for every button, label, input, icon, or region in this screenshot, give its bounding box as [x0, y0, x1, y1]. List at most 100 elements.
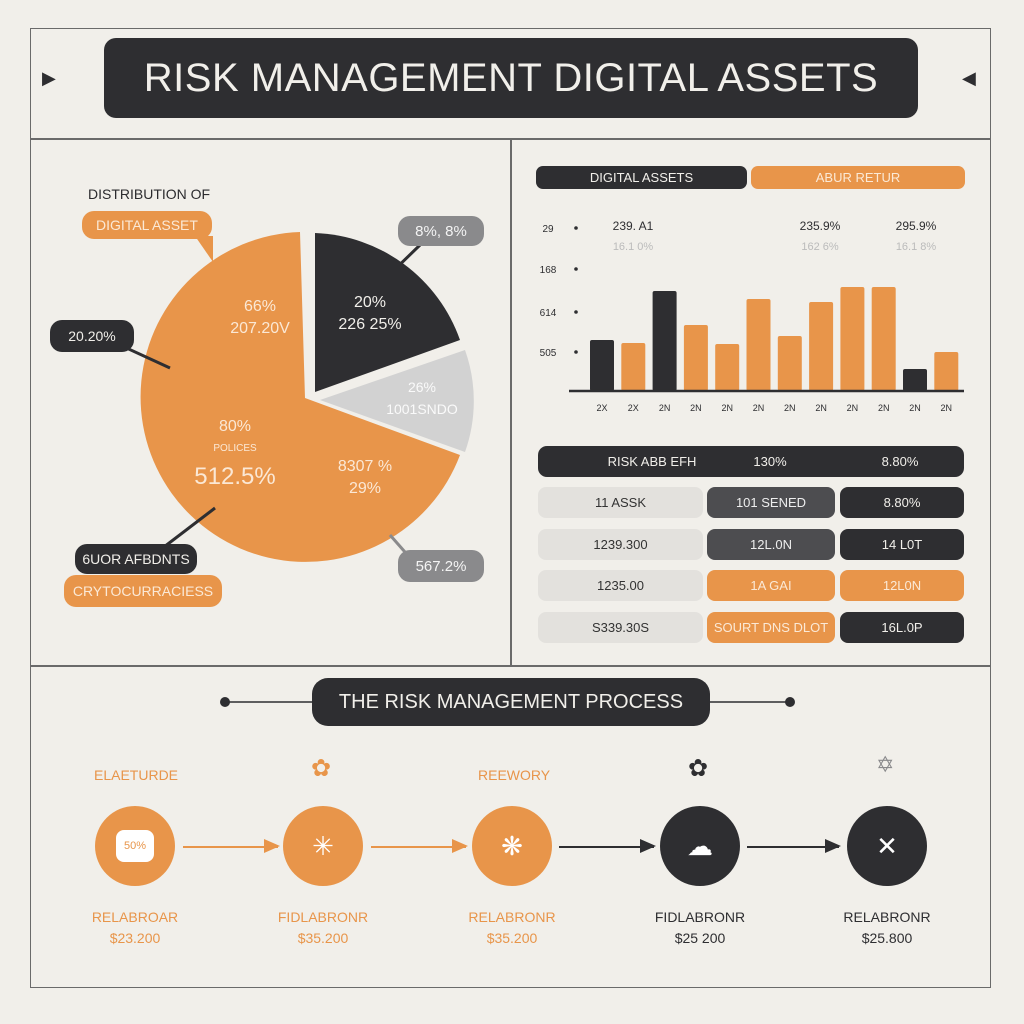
- bar-annotation: 235.9%: [800, 219, 841, 233]
- arrow-icon: [371, 840, 468, 852]
- x-tick-label: 2X: [596, 403, 607, 413]
- bar-annotation: 239. A1: [613, 219, 654, 233]
- callout-left: 20.20%: [50, 320, 134, 352]
- x-tick-label: 2N: [784, 403, 796, 413]
- table-cell: 101 SENED: [707, 487, 835, 518]
- bar-annotation: 295.9%: [896, 219, 937, 233]
- table-cell: 1239.300: [538, 528, 703, 560]
- triangle-left-icon: ◀: [962, 68, 976, 88]
- arrow-icon: [559, 840, 656, 852]
- jar-icon: 50%: [95, 806, 175, 886]
- table-cell: 16L.0P: [840, 611, 964, 643]
- pie-subheading: DIGITAL ASSET: [82, 211, 212, 239]
- process-top-label: ELAETURDE: [94, 767, 179, 783]
- step-label: RELABROAR: [91, 909, 179, 925]
- bar-annotation-sub: 16.1 8%: [896, 241, 937, 253]
- star-icon: ✡: [876, 752, 895, 777]
- x-tick-label: 2N: [690, 403, 702, 413]
- bar: [934, 352, 959, 391]
- legend-return: ABUR RETUR: [751, 166, 965, 189]
- process-title: THE RISK MANAGEMENT PROCESS: [312, 678, 710, 726]
- pie-label: 1001SNDO: [386, 401, 458, 417]
- pie-slice-orange: [140, 232, 460, 562]
- bar: [590, 340, 614, 391]
- legend-digital-assets: DIGITAL ASSETS: [536, 166, 747, 189]
- bar: [809, 302, 834, 391]
- table-cell: 11 ASSK: [538, 487, 703, 518]
- pie-heading: DISTRIBUTION OF: [88, 186, 211, 202]
- y-tick-label: 29: [542, 224, 554, 235]
- pie-label: 207.20V: [230, 320, 290, 337]
- page-title: RISK MANAGEMENT DIGITAL ASSETS: [104, 38, 918, 118]
- pie-label: 66%: [243, 298, 277, 315]
- table-cell: SOURT DNS DLOT: [707, 611, 835, 643]
- divider: [510, 138, 512, 665]
- bar: [746, 299, 771, 391]
- bar: [715, 344, 740, 391]
- pie-label: 26%: [407, 379, 437, 395]
- table-cell: 1235.00: [538, 570, 703, 601]
- x-tick-label: 2N: [753, 403, 765, 413]
- network-icon: ✳: [283, 806, 363, 886]
- x-tick-label: 2N: [941, 403, 953, 413]
- bar: [621, 343, 646, 391]
- table-cell: 12L0N: [840, 570, 964, 601]
- bar: [652, 291, 677, 391]
- table-cell: 8.80%: [840, 487, 964, 518]
- table-cell: 14 L0T: [840, 528, 964, 560]
- pie-label: 29%: [348, 480, 382, 497]
- y-tick-dot: [574, 310, 578, 314]
- x-tick-label: 2N: [847, 403, 859, 413]
- x-tick-label: 2N: [909, 403, 921, 413]
- arrow-icon: [747, 840, 841, 852]
- table-header-cell: 8.80%: [881, 454, 919, 469]
- arrow-icon: [183, 840, 280, 852]
- table-cell: S339.30S: [538, 611, 703, 643]
- x-tick-label: 2N: [815, 403, 827, 413]
- molecule-icon: ✿: [311, 755, 332, 782]
- cluster-icon: ❋: [472, 806, 552, 886]
- table-header-cell: RISK ABB EFH: [607, 454, 697, 469]
- x-tick-label: 2N: [659, 403, 671, 413]
- table-header-cell: 130%: [753, 454, 787, 469]
- process-top-label: REEWORY: [478, 767, 551, 783]
- x-tick-label: 2X: [628, 403, 639, 413]
- callout-bottom-left-orange: CRYTOCURRACIESS: [64, 575, 222, 607]
- pie-label: POLICES: [213, 443, 257, 454]
- x-tick-label: 2N: [721, 403, 733, 413]
- scatter-icon: ✕: [847, 806, 927, 886]
- step-value: $23.200: [109, 930, 161, 946]
- step-label: FIDLABRONR: [654, 909, 746, 925]
- outer-frame: [30, 28, 991, 988]
- bar: [903, 369, 927, 391]
- y-tick-dot: [574, 226, 578, 230]
- step-value: $25 200: [674, 930, 726, 946]
- y-tick-label: 614: [540, 308, 557, 319]
- bar-annotation-sub: 162 6%: [801, 241, 839, 253]
- triangle-right-icon: ▶: [42, 68, 56, 88]
- cloud-icon: ☁: [660, 806, 740, 886]
- bar: [683, 325, 708, 391]
- bar: [777, 336, 802, 391]
- divider: [30, 665, 991, 667]
- pie-slice-gray: [320, 350, 474, 452]
- pie-slice-dark: [315, 233, 460, 392]
- bar: [871, 287, 896, 391]
- pie-label: 512.5%: [194, 463, 276, 490]
- y-tick-dot: [574, 350, 578, 354]
- table-header: [538, 446, 964, 477]
- pie-label: 8307 %: [337, 458, 393, 475]
- step-badge: 50%: [115, 830, 155, 862]
- callout-bottom-left-dark: 6UOR AFBDNTS: [75, 544, 197, 574]
- y-tick-dot: [574, 267, 578, 271]
- molecule-icon: ✿: [688, 755, 709, 782]
- pie-label: 80%: [218, 418, 252, 435]
- step-label: RELABRONR: [843, 909, 931, 925]
- callout-top-right: 8%, 8%: [398, 216, 484, 246]
- step-value: $35.200: [297, 930, 349, 946]
- y-tick-label: 505: [540, 348, 557, 359]
- step-value: $35.200: [486, 930, 538, 946]
- table-cell: 1A GAI: [707, 570, 835, 601]
